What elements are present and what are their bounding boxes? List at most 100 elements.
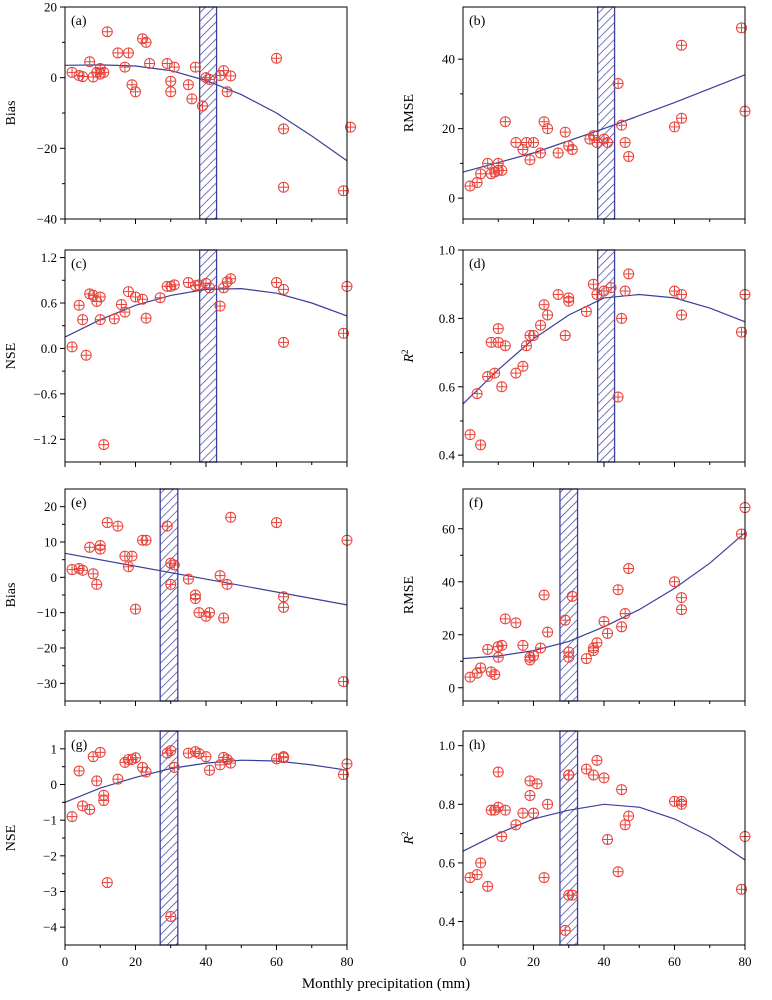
panel-b-point-10 [510, 137, 522, 149]
panel-c-point-25 [204, 282, 216, 294]
panel-b-point-26 [602, 137, 614, 149]
panel-g-ytick-label-2: −2 [43, 848, 57, 863]
panel-e-ytick-label-0: −30 [37, 676, 57, 691]
panel-h-point-12 [524, 789, 536, 801]
panel-d-point-8 [496, 381, 508, 393]
panel-a-label: (a) [71, 14, 87, 29]
panel-c-point-26 [214, 300, 226, 312]
panel-d-point-18 [552, 288, 564, 300]
panel-e-ytick-label-2: −10 [37, 605, 57, 620]
panel-a-ytick-label-3: 20 [44, 0, 57, 15]
panel-d-ytick-label-3: 1.0 [439, 243, 455, 258]
panel-g-xtick-label-2: 40 [200, 954, 213, 969]
panel-e-point-19 [168, 559, 180, 571]
panel-f-point-22 [580, 653, 592, 665]
panel-g-point-0 [66, 811, 78, 823]
panel-e-point-7 [94, 543, 106, 555]
panel-b-point-3 [482, 157, 494, 169]
panel-f-frame [462, 488, 746, 702]
panel-a-point-23 [186, 93, 198, 105]
panel-g-point-14 [130, 752, 141, 764]
panel-c-ytick-label-1: −0.6 [33, 386, 57, 401]
panel-c-ytick-label-3: 0.6 [41, 296, 58, 311]
panel-d-point-16 [538, 299, 550, 311]
panel-f-fit-curve [462, 532, 746, 660]
panel-c-label: (c) [71, 257, 87, 272]
panel-h-point-6 [492, 766, 504, 778]
panel-g-ylabel: NSE [4, 825, 19, 851]
panel-e-point-8 [101, 517, 113, 529]
panel-e-ytick-label-4: 10 [44, 535, 57, 550]
panel-b-point-13 [524, 154, 536, 166]
panel-g-label: (g) [71, 738, 88, 753]
panel-h-point-26 [598, 772, 610, 784]
panel-f-point-32 [669, 576, 680, 588]
panel-f-point-8 [496, 639, 508, 651]
panel-g-point-8 [98, 795, 110, 807]
panel-h-xtick-label-0: 0 [460, 954, 467, 969]
panel-e-point-26 [214, 570, 226, 582]
panel-b-point-15 [535, 147, 547, 159]
panel-f-point-29 [616, 621, 628, 633]
panel-e: −30 −20 −10 0 10 20 (e) Bias [4, 488, 353, 706]
panel-f-ylabel: RMSE [402, 576, 417, 614]
panel-c-point-31 [278, 336, 290, 348]
panel-e-point-28 [221, 578, 233, 590]
panel-c-point-23 [193, 279, 205, 291]
panel-a-point-22 [182, 79, 194, 91]
panel-e-point-16 [161, 520, 173, 532]
panel-c-point-11 [115, 299, 127, 311]
panel-a-point-21 [168, 61, 180, 73]
panel-b-label: (b) [469, 14, 486, 29]
panel-e-point-15 [140, 534, 152, 546]
panel-a-point-14 [130, 86, 141, 98]
panel-h-point-18 [559, 924, 571, 936]
panel-a-point-34 [278, 181, 290, 193]
panel-e-fit-curve [64, 552, 348, 606]
panel-f-point-11 [517, 639, 529, 651]
panel-c-point-7 [94, 291, 106, 303]
panel-f-point-3 [482, 643, 494, 655]
panel-f-point-27 [602, 627, 614, 639]
panel-h-point-23 [580, 763, 592, 775]
panel-f-point-5 [489, 669, 501, 680]
panel-d-point-33 [676, 288, 688, 300]
panel-d-fit-curve [462, 293, 746, 405]
panel-g-ytick-label-3: −1 [43, 813, 57, 828]
panel-e-point-3 [84, 541, 96, 553]
panel-e-point-25 [204, 607, 216, 619]
panel-h-point-10 [510, 819, 522, 831]
panel-h-point-27 [602, 833, 614, 845]
panel-b: 0 20 40 (b) RMSE [402, 6, 751, 224]
panel-b-ytick-label-0: 0 [449, 191, 456, 206]
panel-d-point-14 [528, 329, 539, 341]
panel-h-fit-curve [462, 803, 746, 861]
panel-d-point-9 [499, 340, 511, 352]
panel-d-label: (d) [469, 257, 486, 272]
panel-h-point-22 [566, 889, 578, 901]
panel-d-point-0 [464, 429, 476, 441]
panel-b-ytick-label-2: 40 [442, 52, 455, 67]
panel-g-point-21 [182, 747, 194, 759]
panel-e-point-30 [271, 517, 282, 529]
panel-c-point-5 [87, 289, 99, 301]
panel-h-point-34 [676, 795, 688, 807]
panel-b-point-14 [528, 137, 539, 149]
panel-e-point-20 [182, 573, 194, 585]
panel-a-point-25 [196, 100, 208, 112]
panel-d-point-21 [563, 292, 575, 304]
panel-g-point-20 [168, 761, 180, 773]
panel-c-point-8 [94, 314, 106, 326]
panel-f-point-20 [563, 651, 575, 663]
panel-b-point-27 [612, 77, 624, 89]
panel-d-point-5 [489, 367, 501, 379]
panel-e-ytick-label-1: −20 [37, 641, 57, 656]
panel-e-point-13 [130, 603, 141, 615]
panel-f-point-31 [623, 563, 635, 574]
panel-d-point-29 [619, 285, 631, 297]
panel-d-point-27 [612, 391, 624, 403]
panel-b-point-30 [623, 150, 635, 162]
panel-g-ytick-label-0: −4 [43, 920, 57, 935]
panel-g-point-9 [101, 877, 113, 889]
